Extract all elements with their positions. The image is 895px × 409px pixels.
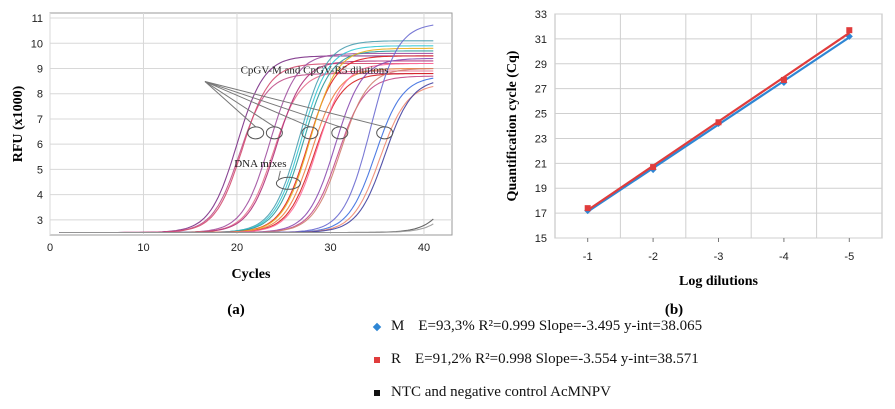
data-point-r	[846, 27, 853, 34]
annotation-label: CpGV-M and CpGV-R5 dilutions	[241, 65, 389, 77]
y-tick-label: 33	[535, 9, 547, 21]
annotation-label: DNA mixes	[234, 158, 286, 170]
y-tick-label: 8	[37, 89, 43, 101]
annotation-ellipse	[376, 126, 394, 140]
x-tick-label: 30	[324, 242, 336, 254]
y-tick-label: 21	[535, 158, 547, 170]
y-tick-label: 5	[37, 164, 43, 176]
y-tick-label: 29	[535, 59, 547, 71]
y-tick-label: 23	[535, 133, 547, 145]
annotation-pointer-line	[204, 81, 275, 128]
x-tick-label: 20	[231, 242, 243, 254]
annotation-ellipse	[265, 126, 283, 140]
amplification-curve	[59, 223, 434, 234]
y-tick-label: 11	[32, 13, 43, 25]
y-tick-label: 6	[37, 139, 43, 151]
y-axis-label: RFU (x1000)	[11, 85, 26, 162]
annotation-ellipse	[331, 126, 349, 140]
y-tick-label: 7	[37, 114, 43, 126]
x-tick-label: 0	[47, 242, 53, 254]
annotation-ellipse	[301, 126, 319, 140]
data-point-r	[650, 164, 657, 171]
y-tick-label: 19	[535, 183, 547, 195]
y-tick-label: 15	[535, 233, 547, 245]
data-point-r	[584, 205, 591, 212]
x-tick-label: -4	[779, 251, 789, 263]
y-tick-label: 9	[37, 64, 43, 76]
annotation-ellipse	[275, 176, 301, 190]
standard-curve-plot: 15 17 19 21 23 25 27 29 31 33 -1 -2 -3 -4 -5 Log diluti…	[505, 9, 883, 318]
annotation-pointer-line	[204, 81, 340, 128]
annotation-pointer-line	[277, 170, 281, 180]
annotation-pointer-line	[204, 81, 257, 128]
x-tick-label: 10	[137, 242, 149, 254]
y-tick-label: 31	[535, 34, 547, 46]
panel-label: (b)	[665, 302, 683, 318]
y-tick-label: 3	[37, 215, 43, 227]
y-tick-label: 27	[535, 84, 547, 96]
y-tick-label: 25	[535, 109, 547, 121]
x-tick-label: -2	[648, 251, 658, 263]
panel-label: (a)	[227, 302, 245, 318]
y-tick-label: 4	[37, 190, 43, 202]
annotation-ellipse	[247, 126, 265, 140]
annotation-pointer-line	[204, 81, 311, 128]
x-tick-label: 40	[418, 242, 430, 254]
annotation-pointer-line	[204, 81, 385, 128]
x-tick-label: -1	[583, 251, 593, 263]
x-axis-label: Log dilutions	[679, 274, 759, 289]
amplification-plot: 3 4 5 6 7 8 9 10 11 0 10 20 30 40 CpGV-M and CpGV-R5 d…	[11, 12, 453, 318]
x-tick-label: -5	[844, 251, 854, 263]
x-axis-label: Cycles	[232, 267, 271, 282]
x-tick-label: -3	[714, 251, 724, 263]
y-tick-label: 10	[31, 38, 43, 50]
data-point-r	[780, 76, 787, 83]
y-tick-label: 17	[535, 208, 547, 220]
y-axis-label: Quantification cycle (Cq)	[505, 50, 520, 201]
data-point-r	[715, 119, 722, 126]
